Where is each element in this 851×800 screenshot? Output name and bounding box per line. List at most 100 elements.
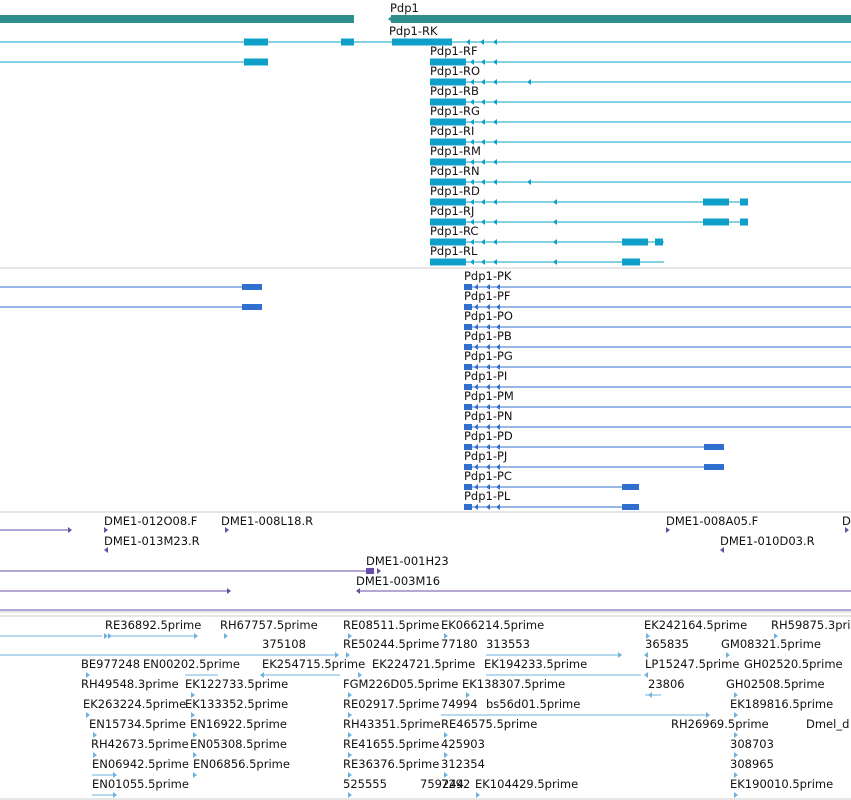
strand-arrow	[474, 484, 478, 490]
est-label[interactable]: EK104429.5prime	[475, 777, 578, 791]
protein-label[interactable]: Pdp1-PK	[464, 269, 512, 283]
transcript-label[interactable]: Pdp1-RK	[389, 24, 438, 38]
est-label[interactable]: RH43351.5prime	[343, 717, 441, 731]
protein-label[interactable]: Pdp1-PG	[464, 349, 513, 363]
est-label[interactable]: GH02520.5prime	[744, 657, 843, 671]
est-label[interactable]: EN16922.5prime	[190, 717, 287, 731]
est-label[interactable]: EN06856.5prime	[193, 757, 290, 771]
est-label[interactable]: RE36892.5prime	[105, 618, 201, 632]
clone-label[interactable]: D	[842, 514, 851, 528]
est-label[interactable]: 7292	[441, 777, 470, 791]
gene-label[interactable]: Pdp1	[390, 1, 419, 15]
transcript-label[interactable]: Pdp1-RG	[430, 104, 480, 118]
strand-arrow	[493, 139, 497, 145]
est-label[interactable]: RH42673.5prime	[91, 737, 189, 751]
protein-label[interactable]: Pdp1-PB	[464, 329, 512, 343]
gene-strand-arrow	[388, 15, 393, 23]
est-label[interactable]: EK242164.5prime	[644, 618, 747, 632]
est-label[interactable]: 77180	[441, 637, 478, 651]
protein-label[interactable]: Pdp1-PN	[464, 409, 513, 423]
strand-arrow	[493, 99, 497, 105]
est-label[interactable]: 425903	[441, 737, 485, 751]
est-label[interactable]: GH02508.5prime	[726, 677, 825, 691]
protein-label[interactable]: Pdp1-PL	[464, 489, 511, 503]
protein-label[interactable]: Pdp1-PC	[464, 469, 512, 483]
est-label[interactable]: bs56d01.5prime	[486, 697, 580, 711]
est-label[interactable]: RH59875.3prime	[771, 618, 851, 632]
est-arrow	[348, 792, 352, 798]
est-label[interactable]: 375108	[262, 637, 306, 651]
exon	[430, 158, 466, 166]
transcript-label[interactable]: Pdp1-RC	[430, 224, 478, 238]
protein-label[interactable]: Pdp1-PI	[464, 369, 507, 383]
est-label[interactable]: RH26969.5prime	[671, 717, 769, 731]
strand-arrow	[486, 424, 490, 430]
clone-label[interactable]: DME1-012O08.F	[104, 514, 197, 528]
clone-label[interactable]: DME1-010D03.R	[720, 534, 815, 548]
est-label[interactable]: 365835	[645, 637, 689, 651]
est-label[interactable]: LP15247.5prime	[645, 657, 739, 671]
est-label[interactable]: RE46575.5prime	[441, 717, 537, 731]
est-label[interactable]: RE50244.5prime	[343, 637, 439, 651]
est-label[interactable]: EK263224.5prime	[83, 697, 186, 711]
gene-span-right	[391, 15, 851, 23]
protein-label[interactable]: Pdp1-PO	[464, 309, 513, 323]
transcript-label[interactable]: Pdp1-RB	[430, 84, 479, 98]
transcript-label[interactable]: Pdp1-RO	[430, 64, 480, 78]
transcript-label[interactable]: Pdp1-RF	[430, 44, 478, 58]
protein-label[interactable]: Pdp1-PJ	[464, 449, 507, 463]
est-label[interactable]: 313553	[486, 637, 530, 651]
est-label[interactable]: EN15734.5prime	[89, 717, 186, 731]
est-label[interactable]: RE41655.5prime	[343, 737, 439, 751]
est-label[interactable]: RE08511.5prime	[343, 618, 439, 632]
est-label[interactable]: EK190010.5prime	[730, 777, 833, 791]
protein-label[interactable]: Pdp1-PM	[464, 389, 514, 403]
est-label[interactable]: EK122733.5prime	[185, 677, 288, 691]
clone-label[interactable]: DME1-008L18.R	[221, 514, 313, 528]
est-label[interactable]: RE36376.5prime	[343, 757, 439, 771]
est-label[interactable]: EK224721.5prime	[372, 657, 475, 671]
est-label[interactable]: 308965	[730, 757, 774, 771]
protein-block	[622, 504, 639, 510]
est-label[interactable]: EN05308.5prime	[190, 737, 287, 751]
protein-label[interactable]: Pdp1-PD	[464, 429, 513, 443]
est-label[interactable]: EN00202.5prime	[143, 657, 240, 671]
est-label[interactable]: EK194233.5prime	[484, 657, 587, 671]
est-label[interactable]: EK133352.5prime	[185, 697, 288, 711]
transcript-label[interactable]: Pdp1-RJ	[430, 204, 474, 218]
protein-label[interactable]: Pdp1-PF	[464, 289, 511, 303]
est-label[interactable]: BE977248	[81, 657, 140, 671]
clone-label[interactable]: DME1-008A05.F	[666, 514, 758, 528]
transcript-label[interactable]: Pdp1-RM	[430, 144, 481, 158]
est-arrow	[734, 772, 738, 778]
est-label[interactable]: EN06942.5prime	[92, 757, 189, 771]
est-label[interactable]: EN01055.5prime	[92, 777, 189, 791]
transcript-label[interactable]: Pdp1-RN	[430, 164, 480, 178]
est-label[interactable]: EK189816.5prime	[730, 697, 833, 711]
est-label[interactable]: FGM226D05.5prime	[343, 677, 458, 691]
clone-label[interactable]: DME1-013M23.R	[104, 534, 200, 548]
est-label[interactable]: EK066214.5prime	[441, 618, 544, 632]
exon	[703, 218, 729, 226]
est-arrow	[734, 712, 738, 718]
est-label[interactable]: 525555	[343, 777, 387, 791]
transcript-label[interactable]: Pdp1-RI	[430, 124, 474, 138]
est-label[interactable]: 759244	[420, 777, 464, 791]
clone-label[interactable]: DME1-001H23	[366, 554, 449, 568]
est-arrow	[476, 792, 480, 798]
est-label[interactable]: 308703	[730, 737, 774, 751]
est-label[interactable]: EK138307.5prime	[462, 677, 565, 691]
est-label[interactable]: RH49548.3prime	[81, 677, 179, 691]
est-label[interactable]: RE02917.5prime	[343, 697, 439, 711]
clone-label[interactable]: DME1-003M16	[356, 574, 440, 588]
est-label[interactable]: 23806	[648, 677, 685, 691]
transcript-label[interactable]: Pdp1-RD	[430, 184, 480, 198]
est-label[interactable]: Dmel_d	[806, 717, 849, 731]
transcript-label[interactable]: Pdp1-RL	[430, 244, 478, 258]
est-label[interactable]: GM08321.5prime	[721, 637, 821, 651]
est-label[interactable]: 74994	[441, 697, 478, 711]
est-label[interactable]: RH67757.5prime	[220, 618, 318, 632]
est-label[interactable]: EK254715.5prime	[262, 657, 365, 671]
exon	[244, 38, 268, 46]
est-label[interactable]: 312354	[441, 757, 485, 771]
